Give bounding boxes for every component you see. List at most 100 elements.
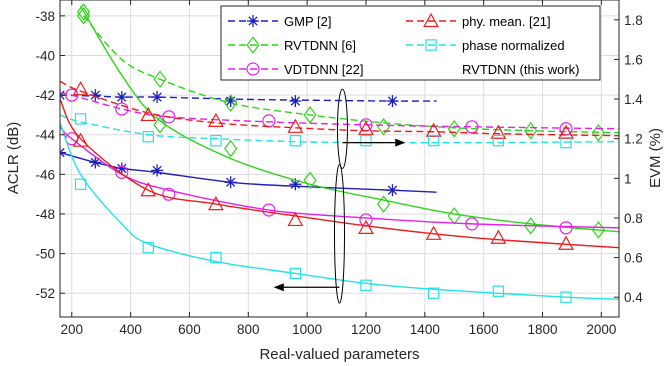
aclr-point	[524, 217, 538, 235]
aclr-ellipse	[334, 163, 345, 304]
aclr-point	[151, 164, 164, 177]
legend-label: GMP [2]	[284, 14, 331, 29]
y-left-tick-label: -42	[35, 88, 55, 103]
y-right-tick-label: 1.6	[624, 52, 643, 67]
y-right-tick-label: 0.4	[624, 290, 643, 305]
y-right-tick-label: 1.4	[624, 92, 643, 107]
aclr-point	[224, 176, 237, 189]
aclr-point	[72, 132, 89, 147]
aclr-line	[79, 5, 619, 233]
x-tick-label: 1200	[351, 322, 381, 337]
aclr-point	[360, 279, 372, 292]
y-right-tick-label: 1	[624, 171, 632, 186]
y-left-tick-label: -52	[35, 286, 55, 301]
ticks: 200 400 600 800 1000 1200 1400 1600 1800 2000 -38 -…	[35, 0, 643, 337]
evm-point	[303, 106, 317, 124]
legend-label: phase normalized	[462, 38, 565, 53]
evm-point	[224, 94, 238, 112]
aclr-point	[162, 187, 176, 201]
evm-point	[558, 124, 574, 139]
aclr-line	[60, 126, 619, 229]
x-tick-label: 1400	[410, 322, 440, 337]
aclr-point	[153, 116, 167, 134]
legend-marker	[247, 15, 259, 27]
aclr-point	[490, 229, 507, 244]
evm-point	[115, 102, 129, 116]
y-left-tick-label: -46	[35, 167, 55, 182]
aclr-point	[560, 291, 572, 303]
evm-point	[492, 134, 505, 147]
aclr-point	[386, 184, 399, 197]
legend-label: RVTDNN [6]	[284, 38, 356, 53]
y-left-tick-label: -48	[35, 207, 55, 222]
evm-line	[60, 92, 619, 130]
evm-ellipse	[336, 88, 348, 169]
aclr-point	[224, 139, 238, 158]
aclr-point	[76, 3, 91, 21]
evm-line	[83, 15, 619, 134]
evm-point	[76, 7, 91, 25]
aclr-point	[210, 251, 222, 264]
aclr-point	[358, 219, 374, 234]
aclr-point	[262, 203, 276, 217]
series-4	[60, 113, 619, 303]
evm-line	[60, 94, 437, 102]
x-tick-label: 400	[119, 322, 142, 337]
series-layer	[60, 3, 619, 303]
evm-point	[142, 131, 154, 143]
x-tick-label: 800	[237, 322, 260, 337]
evm-point	[490, 124, 507, 139]
legend-marker	[423, 12, 439, 28]
y-axis-left-label: ACLR (dB)	[5, 122, 22, 195]
evm-point	[386, 95, 399, 108]
y-right-tick-label: 0.6	[624, 251, 643, 266]
x-tick-label: 1000	[292, 322, 322, 337]
evm-point	[358, 120, 374, 135]
legend: GMP [2] RVTDNN [6] VDTDNN [22] phy. mean. […	[220, 5, 601, 81]
evm-point	[427, 134, 440, 147]
aclr-point	[287, 211, 304, 227]
x-tick-label: 2000	[586, 322, 616, 337]
y-axis-right-label: EVM (%)	[647, 128, 664, 188]
aclr-point	[60, 146, 66, 159]
evm-point	[162, 110, 176, 124]
aclr-line	[60, 151, 437, 193]
x-tick-label: 600	[178, 322, 201, 337]
evm-point	[560, 136, 572, 149]
x-tick-label: 200	[61, 322, 84, 337]
evm-point	[153, 70, 167, 89]
aclr-point	[140, 182, 157, 197]
evm-point	[115, 91, 128, 104]
series-0	[60, 89, 437, 197]
aclr-point	[558, 235, 574, 250]
aclr-point	[377, 195, 391, 213]
y-left-tick-label: -38	[35, 9, 55, 24]
aclr-point	[289, 267, 302, 280]
aclr-point	[115, 165, 129, 179]
legend-label: VDTDNN [22]	[284, 62, 363, 77]
y-right-tick-label: 0.8	[624, 211, 643, 226]
aclr-point	[425, 225, 442, 240]
aclr-point	[74, 178, 87, 190]
evm-point	[151, 91, 164, 104]
evm-point	[360, 134, 372, 147]
plot-frame	[59, 0, 620, 318]
evm-line	[60, 114, 619, 144]
y-left-tick-label: -40	[35, 48, 55, 63]
x-axis-label: Real-valued parameters	[259, 346, 419, 363]
y-left-tick-label: -44	[35, 128, 55, 143]
aclr-point	[208, 195, 224, 211]
evm-point	[425, 122, 442, 137]
aclr-point	[559, 221, 573, 235]
legend-label-line2: RVTDNN (this work)	[462, 62, 580, 77]
aclr-point	[303, 171, 317, 190]
legend-label: phy. mean. [21]	[462, 14, 551, 29]
evm-point	[140, 106, 157, 122]
evm-point	[287, 118, 304, 133]
aclr-line	[60, 98, 619, 249]
y-right-tick-label: 1.2	[624, 132, 643, 147]
evm-point	[289, 134, 302, 147]
legend-marker	[425, 39, 437, 51]
aclr-point	[427, 287, 440, 299]
